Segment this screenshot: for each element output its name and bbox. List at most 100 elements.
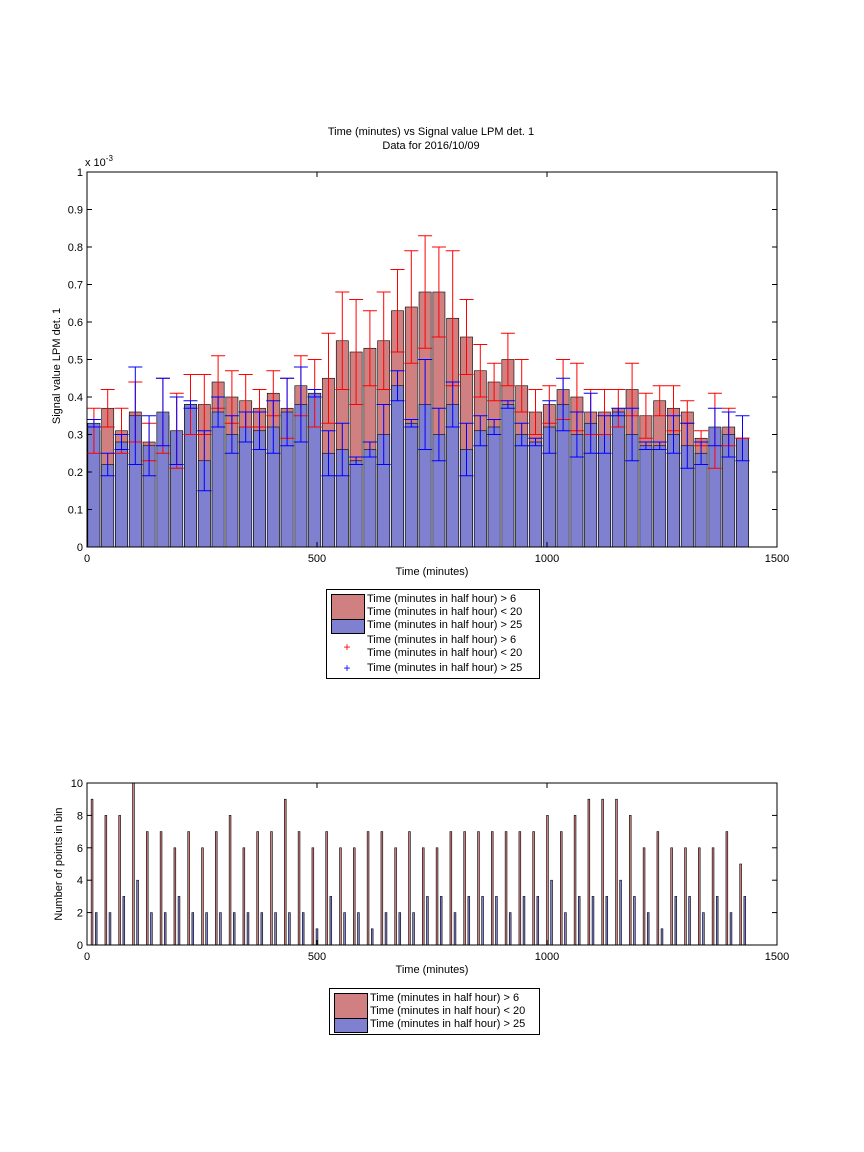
bar [481,896,484,946]
bar [560,831,563,946]
legend-bottom: Time (minutes in half hour) > 6 Time (mi… [329,988,540,1035]
bar [522,896,526,946]
bar [118,815,121,946]
y-tick-label: 0.8 [68,242,83,254]
chart-title: Time (minutes) vs Signal value LPM det. … [328,126,534,138]
bar [284,798,287,946]
bar [564,912,567,946]
bar [380,831,384,946]
legend-label: Time (minutes in half hour) < 20 [367,606,523,618]
bar [656,831,660,946]
red-plus-marker-icon: + [343,640,351,654]
legend-label: Time (minutes in half hour) > 6 [367,593,517,605]
bar [715,896,719,946]
bar [136,879,139,946]
bar [729,912,733,946]
bar [219,912,222,946]
x-tick-label: 500 [308,553,326,565]
y-axis-label: Signal value LPM det. 1 [51,308,63,424]
bar [439,896,443,946]
bar [370,928,374,946]
swatch-a-2 [334,993,368,1019]
bar [605,896,609,946]
bar [242,847,246,946]
bar [408,831,411,946]
bar [642,847,646,946]
legend-label: Time (minutes in half hour) > 25 [367,662,523,674]
bar [674,896,678,946]
bar [504,831,508,946]
bar [495,896,498,946]
bar [615,798,618,946]
bar [349,460,363,548]
bar [573,815,577,946]
bar [515,434,529,548]
swatch-b [331,619,365,634]
x-tick-label: 500 [308,951,326,963]
bar [653,445,667,548]
bar [90,798,94,946]
y-tick-label: 0 [77,542,83,554]
bar [412,912,415,946]
signal-chart: Time (minutes) vs Signal value LPM det. … [51,126,789,578]
bar [228,815,232,946]
y-axis-ticks: 0 0.1 0.2 0.3 0.4 0.5 0.6 0.7 0.8 0.9 1 [68,167,777,554]
bar [232,912,236,946]
legend-entry-a-errors: + Time (minutes in half hour) > 6 Time (… [327,634,539,660]
bar [739,863,742,946]
bar [743,896,747,946]
bar [591,896,595,946]
count-chart: 0 500 1000 1500 0 2 4 6 8 10 Time (minutes) Numb… [53,778,789,976]
bar [633,896,636,946]
bar [639,445,653,548]
bar [725,831,729,946]
bar [711,847,715,946]
bar [173,847,177,946]
y-tick-label: 4 [77,875,83,887]
y-tick-label: 0.5 [68,355,83,367]
x-tick-label: 0 [84,553,90,565]
bar [394,847,397,946]
series-b-errorbars [86,359,750,492]
bar [159,831,163,946]
legend-label: Time (minutes in half hour) > 25 [367,619,523,631]
legend-entry-a-2: Time (minutes in half hour) > 6 Time (mi… [330,992,539,1019]
bar [467,896,471,946]
y-tick-label: 0.7 [68,280,83,292]
x-tick-label: 1500 [765,951,789,963]
x-tick-label: 1500 [765,553,789,565]
bar [101,464,115,548]
bar [239,426,253,548]
x-tick-label: 0 [84,951,90,963]
x-axis-ticks: 0 500 1000 1500 [84,172,789,565]
bar [339,847,342,946]
y-axis-ticks-2: 0 2 4 6 8 10 [71,778,777,952]
legend-top: Time (minutes in half hour) > 6 Time (mi… [326,589,540,679]
bar [122,896,126,946]
legend-entry-b-2: Time (minutes in half hour) > 25 [330,1018,539,1033]
exponent-power: -3 [106,154,114,163]
swatch-b-2 [334,1018,368,1033]
bar [177,896,181,946]
bar [311,847,315,946]
bar [529,441,542,548]
y-tick-label: 0.2 [68,467,83,479]
y-tick-label: 0.9 [68,205,83,217]
y-tick-label: 0.6 [68,317,83,329]
bar [94,912,98,946]
bar [288,912,291,946]
bar [132,782,135,946]
bar [435,847,439,946]
swatch-a [331,594,365,620]
bar [391,385,404,548]
bar [698,847,701,946]
bar [426,896,429,946]
bar [343,912,346,946]
bar [449,831,453,946]
bar [384,912,388,946]
bar [477,831,480,946]
bar [422,847,425,946]
chart-subtitle: Data for 2016/10/09 [382,140,479,152]
bar [398,912,402,946]
y-tick-label: 6 [77,843,83,855]
